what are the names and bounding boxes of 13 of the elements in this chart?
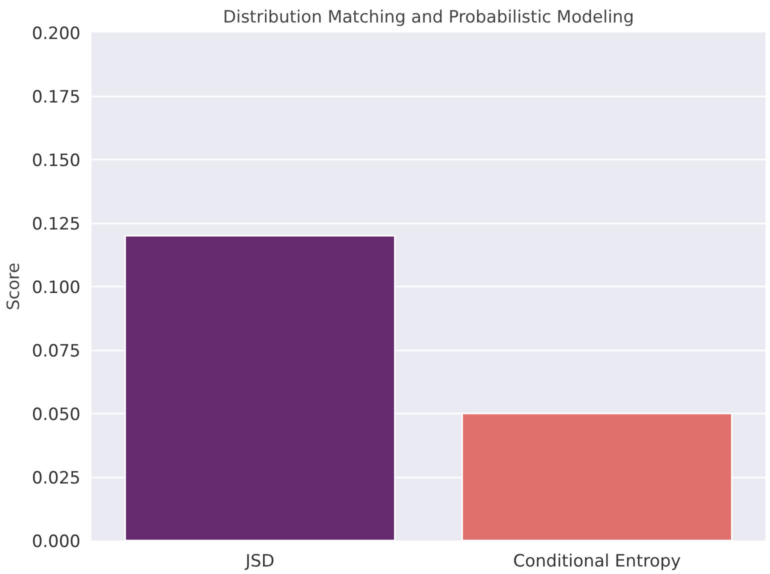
y-tick-label: 0.175	[32, 88, 81, 108]
x-tick-label: Conditional Entropy	[513, 552, 681, 572]
y-tick-label: 0.025	[32, 468, 81, 488]
y-tick-label: 0.125	[32, 214, 81, 234]
y-tick-label: 0.150	[32, 151, 81, 171]
y-tick-label: 0.200	[32, 24, 81, 44]
y-axis-title: Score	[4, 262, 24, 310]
y-tick-label: 0.075	[32, 342, 81, 362]
y-tick-label: 0.000	[32, 532, 81, 552]
x-tick-label: JSD	[244, 552, 274, 572]
y-tick-label: 0.050	[32, 405, 81, 425]
y-tick-label: 0.100	[32, 278, 81, 298]
chart-title: Distribution Matching and Probabilistic Modeling	[223, 8, 634, 28]
